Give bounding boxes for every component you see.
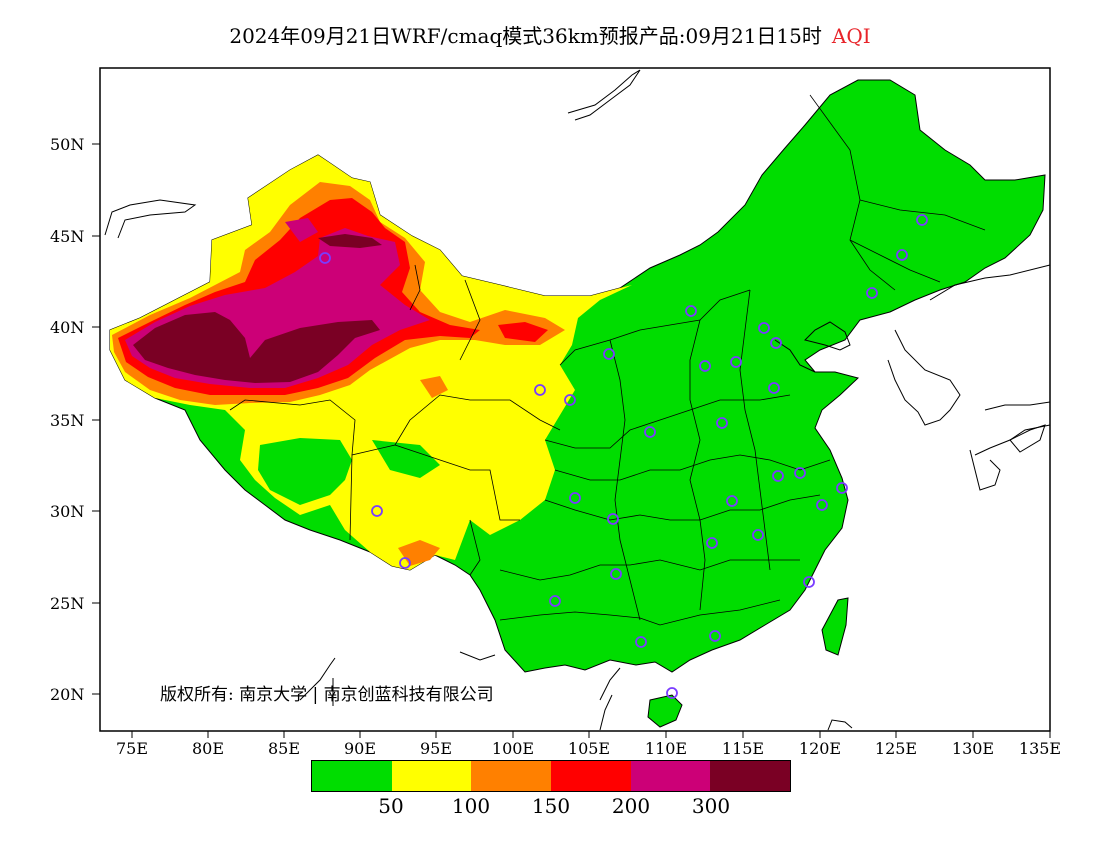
station-marker xyxy=(534,384,546,396)
station-marker xyxy=(803,576,815,588)
station-marker xyxy=(716,417,728,429)
station-marker xyxy=(758,322,770,334)
lat-label: 40N xyxy=(50,318,85,337)
station-marker xyxy=(607,513,619,525)
station-marker xyxy=(896,249,908,261)
lon-label: 85E xyxy=(267,739,301,758)
coastlines xyxy=(104,69,1051,731)
lat-label: 35N xyxy=(50,411,85,430)
station-marker xyxy=(399,557,411,569)
station-marker xyxy=(644,426,656,438)
legend-swatch xyxy=(471,761,552,791)
station-marker xyxy=(836,482,848,494)
province-boundaries xyxy=(229,94,986,626)
title-variable: AQI xyxy=(831,24,871,48)
lon-label: 110E xyxy=(644,739,688,758)
lon-label: 80E xyxy=(191,739,225,758)
station-marker xyxy=(768,382,780,394)
station-marker xyxy=(816,499,828,511)
station-marker xyxy=(709,630,721,642)
lon-label: 90E xyxy=(343,739,377,758)
map-title: 2024年09月21日WRF/cmaq模式36km预报产品:09月21日15时 A… xyxy=(0,20,1100,49)
legend-label: 300 xyxy=(691,794,731,818)
map-frame xyxy=(99,67,1051,732)
taiwan-good xyxy=(821,597,849,656)
region-good-tibet2 xyxy=(372,440,440,478)
lat-label: 25N xyxy=(50,594,85,613)
lat-label: 50N xyxy=(50,135,85,154)
station-marker xyxy=(794,467,806,479)
lon-label: 115E xyxy=(721,739,765,758)
lon-label: 100E xyxy=(491,739,535,758)
station-marker xyxy=(666,687,678,699)
lon-label: 75E xyxy=(115,739,149,758)
region-hazardous xyxy=(133,312,380,383)
station-marker xyxy=(635,636,647,648)
station-marker xyxy=(706,537,718,549)
lon-label: 130E xyxy=(951,739,995,758)
station-marker xyxy=(772,470,784,482)
region-good-tibet xyxy=(258,438,352,505)
legend-label: 150 xyxy=(531,794,571,818)
legend-swatch xyxy=(312,761,392,791)
station-marker xyxy=(371,505,383,517)
region-usg-qinghai xyxy=(420,376,448,398)
lat-label: 20N xyxy=(50,685,85,704)
station-marker xyxy=(569,492,581,504)
station-marker xyxy=(549,595,561,607)
station-marker xyxy=(319,252,331,264)
lon-label: 95E xyxy=(419,739,453,758)
station-marker xyxy=(603,348,615,360)
lon-label: 120E xyxy=(798,739,842,758)
legend-swatch xyxy=(630,761,711,791)
station-marker xyxy=(685,305,697,317)
title-main: 2024年09月21日WRF/cmaq模式36km预报产品:09月21日15时 xyxy=(229,24,822,48)
legend-label: 200 xyxy=(611,794,651,818)
station-marker xyxy=(564,394,576,406)
station-marker xyxy=(726,495,738,507)
legend-swatch xyxy=(710,761,791,791)
station-marker xyxy=(916,214,928,226)
station-marker xyxy=(610,568,622,580)
lon-label: 105E xyxy=(567,739,611,758)
legend-swatch xyxy=(391,761,472,791)
lon-label: 135E xyxy=(1018,739,1062,758)
station-marker xyxy=(866,287,878,299)
station-marker xyxy=(730,356,742,368)
copyright-text: 版权所有: 南京大学 | 南京创蓝科技有限公司 xyxy=(160,685,494,705)
axis-ticks xyxy=(92,143,1051,738)
station-marker xyxy=(699,360,711,372)
region-very-unhealthy-ne xyxy=(285,218,318,242)
lat-label: 30N xyxy=(50,502,85,521)
legend-label: 50 xyxy=(378,794,404,818)
lon-label: 125E xyxy=(874,739,918,758)
legend-label: 100 xyxy=(451,794,491,818)
station-markers xyxy=(319,214,928,699)
legend-colorbar xyxy=(311,760,791,792)
legend-swatch xyxy=(551,761,631,791)
hainan-good xyxy=(647,694,683,728)
region-hazardous-north xyxy=(318,234,382,248)
station-marker xyxy=(752,529,764,541)
region-unhealthy-east xyxy=(498,322,548,342)
station-marker xyxy=(770,337,782,349)
lat-label: 45N xyxy=(50,227,85,246)
